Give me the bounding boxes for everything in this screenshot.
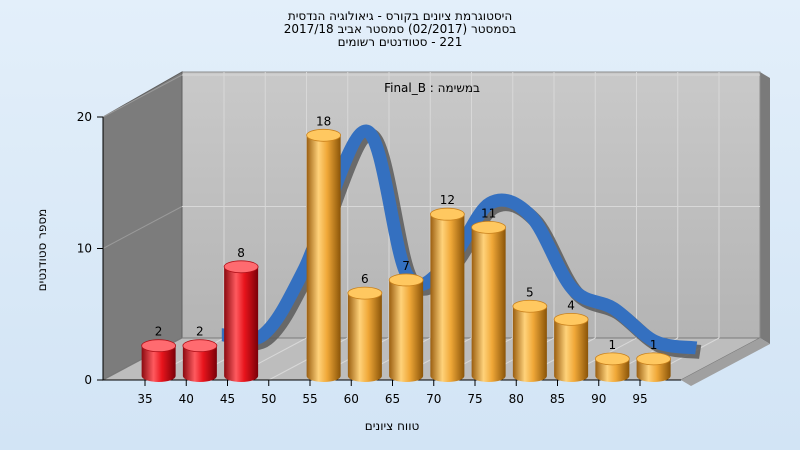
bar-value-label: 2 xyxy=(196,325,204,339)
bar-body xyxy=(182,345,217,382)
floor-edge xyxy=(681,338,770,386)
bar-top xyxy=(182,339,218,353)
bar-value-label: 2 xyxy=(155,325,163,339)
bar-value-label: 18 xyxy=(316,114,331,128)
x-tick-label: 70 xyxy=(426,392,441,406)
bar-62.5 xyxy=(347,286,383,382)
bar-top xyxy=(306,128,342,142)
bar-value-label: 7 xyxy=(402,259,410,273)
title-line-1: היסטוגרמת ציונים בקורס - גיאולוגיה הנדסי… xyxy=(287,9,513,23)
bar-top xyxy=(223,260,259,274)
chart-title: היסטוגרמת ציונים בקורס - גיאולוגיה הנדסי… xyxy=(0,10,800,49)
x-tick-label: 55 xyxy=(302,392,317,406)
bar-value-label: 5 xyxy=(526,285,534,299)
x-tick-label: 50 xyxy=(261,392,276,406)
bar-body xyxy=(636,358,671,382)
bar-body xyxy=(595,358,630,382)
bar-67.5 xyxy=(388,273,424,382)
bar-47.5 xyxy=(223,260,259,382)
bar-42.5 xyxy=(182,339,218,382)
bar-72.5 xyxy=(429,207,465,382)
bar-body xyxy=(554,319,589,382)
bar-top xyxy=(141,339,177,353)
x-tick-label: 80 xyxy=(509,392,524,406)
y-tick-label: 20 xyxy=(77,110,92,124)
x-tick-label: 45 xyxy=(220,392,235,406)
grid-line-left-wall xyxy=(102,206,183,249)
bar-value-label: 1 xyxy=(609,338,617,352)
x-tick-label: 40 xyxy=(179,392,194,406)
grid-line-left-wall xyxy=(102,74,183,118)
bar-value-label: 11 xyxy=(481,206,496,220)
back-wall-edge xyxy=(760,72,770,344)
bar-top xyxy=(512,299,548,313)
bar-value-label: 12 xyxy=(440,193,455,207)
bar-body xyxy=(224,266,259,382)
x-tick-label: 85 xyxy=(550,392,565,406)
bar-body xyxy=(347,293,382,382)
x-tick-label: 90 xyxy=(591,392,606,406)
bar-77.5 xyxy=(471,220,507,382)
bar-value-label: 6 xyxy=(361,272,369,286)
bar-value-label: 8 xyxy=(237,246,245,260)
bar-body xyxy=(512,306,547,382)
x-tick-label: 95 xyxy=(632,392,647,406)
x-tick-label: 65 xyxy=(385,392,400,406)
bar-top xyxy=(636,352,672,366)
y-tick-label: 0 xyxy=(84,373,92,387)
bar-top xyxy=(471,220,507,234)
bar-top xyxy=(429,207,465,221)
bar-body xyxy=(471,227,506,382)
bar-body xyxy=(389,279,424,382)
bar-37.5 xyxy=(141,339,177,382)
x-tick-label: 60 xyxy=(344,392,359,406)
bar-top xyxy=(388,273,424,287)
x-tick-label: 75 xyxy=(467,392,482,406)
y-axis-title: מספר סטודנטים xyxy=(35,209,49,292)
bar-82.5 xyxy=(512,299,548,382)
bar-body xyxy=(141,345,176,382)
bar-97.5 xyxy=(636,352,672,382)
task-label: במשימה : Final_B xyxy=(384,81,480,95)
bar-body xyxy=(306,135,341,382)
bar-value-label: 1 xyxy=(650,338,658,352)
bar-value-label: 4 xyxy=(567,298,575,312)
y-tick-label: 10 xyxy=(77,242,92,256)
x-axis-title: טווח ציונים xyxy=(365,419,420,433)
bar-top xyxy=(594,352,630,366)
bar-92.5 xyxy=(594,352,630,382)
title-line-2: בסמסטר (02/2017) סמסטר אביב 2017/18 xyxy=(283,22,517,36)
title-line-3: 221 - סטודנטים רשומים xyxy=(337,35,463,49)
bar-top xyxy=(553,312,589,326)
bar-57.5 xyxy=(306,128,342,382)
bar-87.5 xyxy=(553,312,589,382)
left-wall xyxy=(102,71,183,381)
bar-body xyxy=(430,214,465,382)
x-tick-label: 35 xyxy=(137,392,152,406)
bar-top xyxy=(347,286,383,300)
